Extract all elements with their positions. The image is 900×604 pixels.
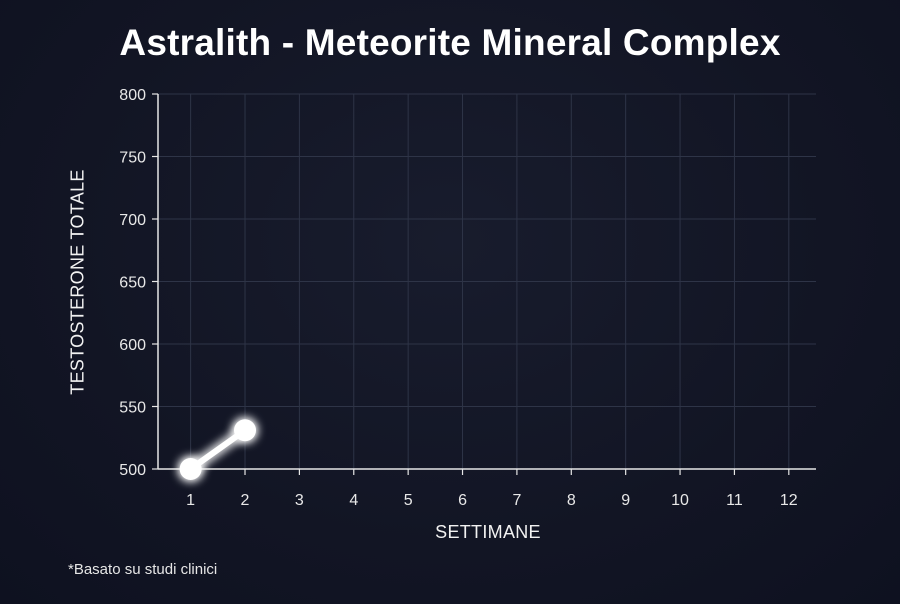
x-tick-label: 5 xyxy=(404,492,413,509)
y-axis-label: TESTOSTERONE TOTALE xyxy=(67,169,88,395)
y-tick-label: 700 xyxy=(119,212,146,229)
y-tick-label: 750 xyxy=(119,150,146,167)
data-point xyxy=(234,419,257,442)
x-tick-label: 6 xyxy=(458,492,467,509)
series-line xyxy=(187,427,248,472)
x-tick-label: 10 xyxy=(671,492,689,509)
footnote: *Basato su studi clinici xyxy=(68,561,218,578)
chart-grid xyxy=(158,93,816,469)
y-tick-label: 550 xyxy=(119,400,146,417)
data-point xyxy=(179,458,202,480)
x-tick-label: 2 xyxy=(241,492,250,509)
x-axis-label: SETTIMANE xyxy=(435,522,541,542)
y-tick-label: 500 xyxy=(119,462,146,479)
x-tick-label: 4 xyxy=(349,492,358,509)
x-tick-label: 12 xyxy=(780,492,798,509)
x-tick-label: 9 xyxy=(621,492,630,509)
y-tick-label: 650 xyxy=(119,275,146,292)
x-tick-label: 7 xyxy=(512,492,521,509)
x-tick-label: 3 xyxy=(295,492,304,509)
data-series xyxy=(179,419,257,480)
x-tick-label: 11 xyxy=(726,492,743,509)
chart-axes xyxy=(152,93,816,475)
y-tick-label: 800 xyxy=(119,87,146,104)
x-tick-label: 8 xyxy=(567,492,576,509)
chart-title: Astralith - Meteorite Mineral Complex xyxy=(119,22,781,63)
y-tick-label: 600 xyxy=(119,337,146,354)
x-tick-label: 1 xyxy=(186,492,195,509)
